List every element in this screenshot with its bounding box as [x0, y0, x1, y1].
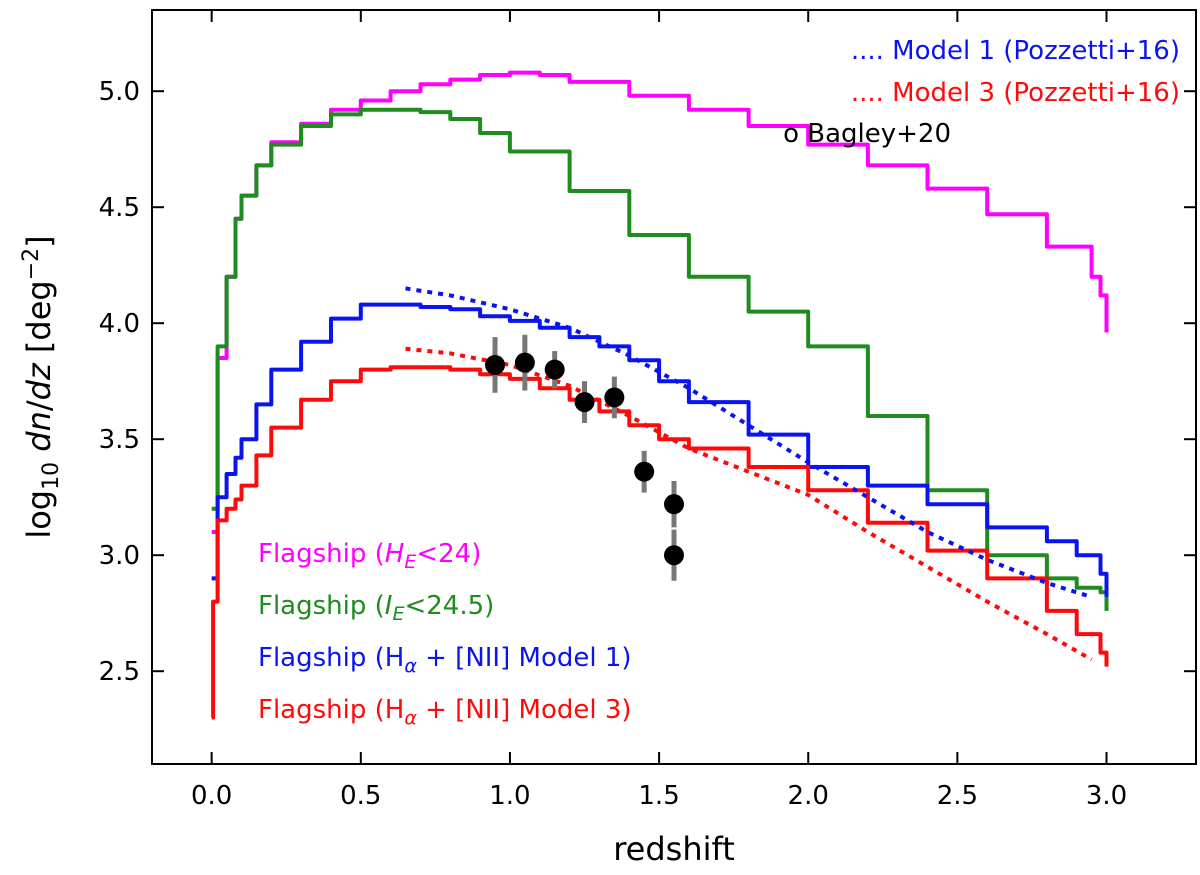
legend: .... Model 1 (Pozzetti+16) .... Model 3 …: [783, 36, 1180, 149]
x-tick-label: 3.0: [1086, 781, 1127, 811]
series-line-0: [211, 70, 1109, 534]
legend-marker-model3: ....: [851, 78, 884, 108]
bagley-point: [544, 359, 565, 380]
bagley-point: [514, 352, 535, 373]
plot-frame: [151, 9, 1197, 765]
y-tick-label: 4.5: [99, 193, 140, 223]
points-layer: [485, 334, 684, 581]
x-tick-label: 0.0: [191, 781, 232, 811]
series-labels: Flagship (HE<24) Flagship (IE<24.5) Flag…: [258, 539, 632, 729]
y-title-log-sub: 10: [39, 462, 64, 490]
label-flagship-ie: Flagship (IE<24.5): [258, 591, 494, 625]
ticks-layer: 0.0 0.5 1.0 1.5 2.0 2.5 3.0 2.5 3.0 3.5 4.0 4.5 5.0: [99, 10, 1196, 811]
bagley-point: [574, 392, 595, 413]
y-title-unit-close: ]: [20, 235, 58, 247]
y-tick-label: 3.5: [99, 425, 140, 455]
legend-marker-bagley: o: [783, 119, 799, 149]
series-line-5: [405, 346, 1093, 662]
y-axis-title: log10 dn/dz [deg−2]: [19, 235, 64, 538]
y-title-dz: dz: [20, 362, 58, 400]
x-tick-label: 2.5: [937, 781, 978, 811]
legend-label-bagley: Bagley+20: [807, 119, 951, 149]
bagley-point: [664, 545, 684, 566]
y-tick-label: 5.0: [99, 77, 140, 107]
x-tick-label: 1.5: [638, 781, 679, 811]
bagley-point: [634, 461, 655, 482]
x-tick-label: 2.0: [788, 781, 829, 811]
series-line-4: [405, 286, 1093, 599]
x-tick-label: 1.0: [489, 781, 530, 811]
y-title-unit: [deg: [20, 280, 58, 353]
y-title-log: log: [20, 490, 58, 539]
y-tick-label: 2.5: [99, 657, 140, 687]
label-flagship-he: Flagship (HE<24): [258, 539, 481, 573]
bagley-point: [485, 354, 506, 375]
series-layer: [211, 70, 1109, 720]
legend-marker-model1: ....: [851, 36, 884, 66]
legend-item-model3: .... Model 3 (Pozzetti+16): [851, 78, 1180, 108]
legend-item-model1: .... Model 1 (Pozzetti+16): [851, 36, 1180, 66]
bagley-point: [664, 494, 684, 515]
y-title-unit-sup: −2: [19, 248, 44, 280]
y-tick-label: 4.0: [99, 309, 140, 339]
label-flagship-model1: Flagship (Hα + [NII] Model 1): [258, 643, 632, 677]
x-axis-title: redshift: [613, 830, 735, 868]
x-tick-label: 0.5: [340, 781, 381, 811]
label-flagship-model3: Flagship (Hα + [NII] Model 3): [258, 695, 632, 729]
legend-label-model1: Model 1 (Pozzetti+16): [892, 36, 1180, 66]
series-line-2: [211, 302, 1109, 597]
bagley-point: [604, 387, 625, 408]
y-title-dn: dn: [20, 411, 58, 452]
y-tick-label: 3.0: [99, 541, 140, 571]
y-title-slash: /: [20, 400, 58, 411]
legend-label-model3: Model 3 (Pozzetti+16): [892, 78, 1180, 108]
legend-item-bagley: o Bagley+20: [783, 119, 951, 149]
